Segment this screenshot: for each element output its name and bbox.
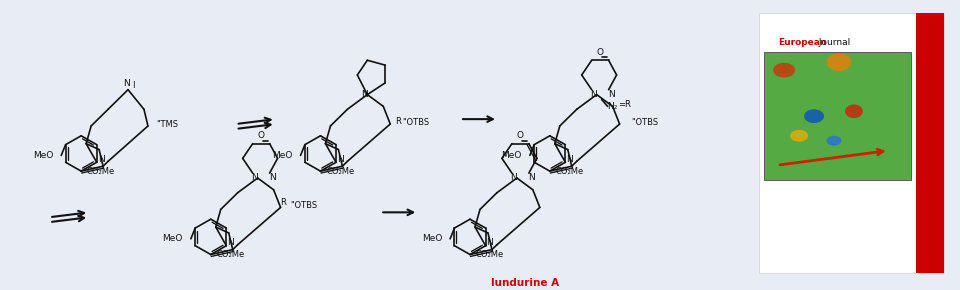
Text: CO₂Me: CO₂Me	[556, 167, 584, 176]
Text: N: N	[609, 90, 615, 99]
Text: =R: =R	[618, 100, 631, 109]
Text: O: O	[596, 48, 603, 57]
Text: I: I	[132, 81, 134, 90]
Text: CO₂Me: CO₂Me	[217, 250, 245, 259]
Text: N: N	[269, 173, 276, 182]
Text: Journal: Journal	[816, 38, 851, 47]
Text: O: O	[516, 131, 523, 140]
Text: ''TMS: ''TMS	[156, 119, 178, 128]
Text: MeO: MeO	[33, 151, 53, 160]
Text: N: N	[566, 155, 573, 164]
FancyBboxPatch shape	[759, 13, 944, 273]
Text: CHEMISTRY: CHEMISTRY	[769, 24, 850, 37]
Text: R: R	[396, 117, 401, 126]
Text: CO₂Me: CO₂Me	[476, 250, 504, 259]
Text: MeO: MeO	[162, 234, 182, 243]
Ellipse shape	[827, 53, 852, 71]
Text: N: N	[123, 79, 130, 88]
Text: lundurine A: lundurine A	[491, 278, 559, 288]
Ellipse shape	[790, 130, 808, 142]
Text: N: N	[228, 238, 234, 247]
Ellipse shape	[804, 109, 824, 123]
Text: N: N	[361, 90, 368, 99]
Text: MeO: MeO	[421, 234, 443, 243]
Bar	[764, 52, 911, 180]
Text: MeO: MeO	[501, 151, 522, 160]
Bar	[916, 13, 944, 273]
Text: CO₂Me: CO₂Me	[326, 167, 354, 176]
Text: European: European	[779, 38, 827, 47]
Text: R: R	[279, 198, 285, 207]
Text: ''OTBS: ''OTBS	[632, 117, 659, 126]
Text: N: N	[511, 173, 517, 182]
Text: A: A	[769, 38, 779, 47]
Text: N₂: N₂	[608, 102, 618, 111]
Text: MeO: MeO	[273, 151, 293, 160]
Ellipse shape	[827, 136, 842, 146]
Text: ''OTBS: ''OTBS	[291, 201, 318, 210]
Text: N: N	[98, 155, 105, 164]
Text: N: N	[252, 173, 258, 182]
Text: CO₂Me: CO₂Me	[87, 167, 115, 176]
Text: ''OTBS: ''OTBS	[402, 117, 429, 126]
Ellipse shape	[773, 63, 795, 77]
Text: N: N	[487, 238, 493, 247]
Text: N: N	[590, 90, 597, 99]
Text: O: O	[257, 131, 264, 140]
Text: N: N	[528, 173, 536, 182]
Text: N: N	[337, 155, 344, 164]
Text: www.chemeurj.org: www.chemeurj.org	[788, 48, 840, 53]
Text: 2015·21/38: 2015·21/38	[914, 32, 946, 37]
Text: π-[TCNE]₂⁻: π-[TCNE]₂⁻	[796, 165, 832, 172]
Ellipse shape	[845, 104, 863, 118]
